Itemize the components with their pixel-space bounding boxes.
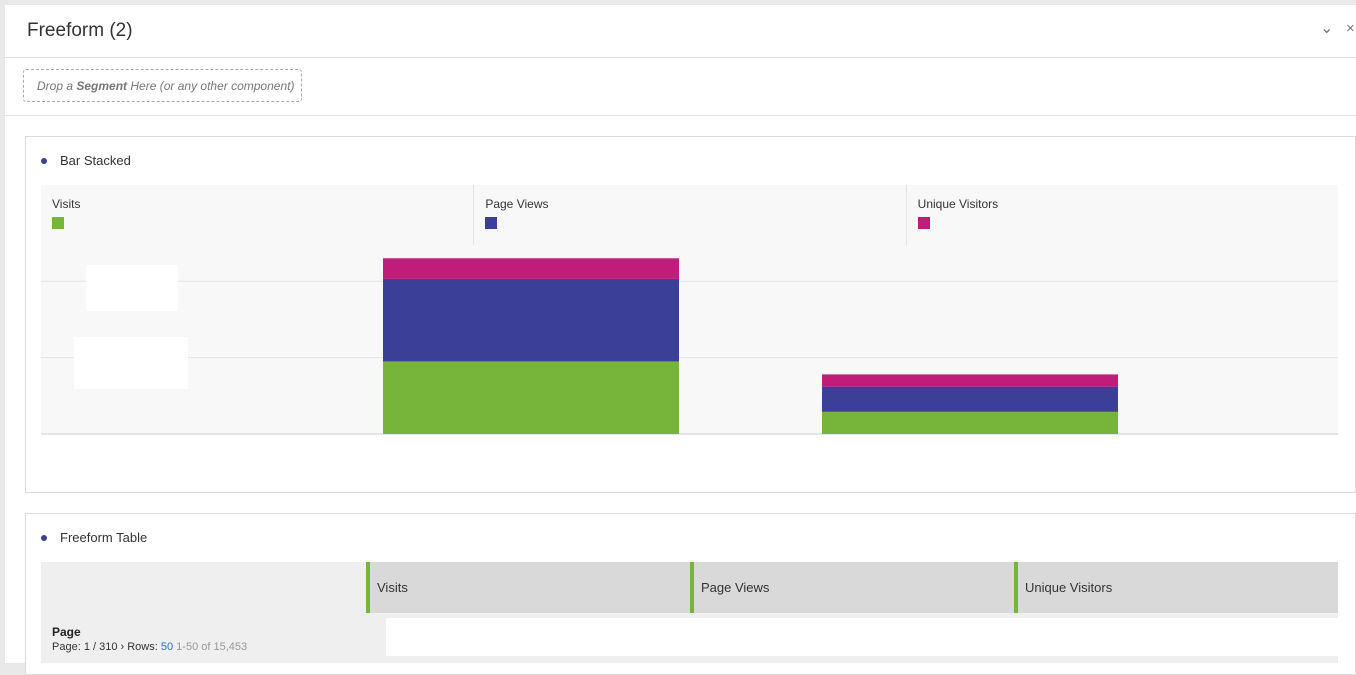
legend-swatch bbox=[917, 217, 930, 229]
divider bbox=[5, 115, 1356, 116]
text: Segment bbox=[76, 79, 128, 93]
plot-area bbox=[41, 185, 1338, 435]
text: Drop a bbox=[37, 79, 77, 93]
bullet bbox=[41, 158, 47, 164]
legend-swatch bbox=[485, 217, 498, 229]
bar-segment bbox=[822, 374, 1118, 387]
pagination: Page: 1 / 310 › Rows: 50 1-50 of 15,453 bbox=[52, 641, 248, 653]
text: 1 / 310 bbox=[83, 641, 118, 653]
bar-segment bbox=[383, 361, 679, 434]
legend-swatch bbox=[52, 217, 64, 229]
text: Page: bbox=[52, 641, 81, 653]
legend: Visits Page Views Unique Visitors bbox=[41, 185, 1338, 245]
collapse-icon[interactable]: ⌄ bbox=[1320, 20, 1334, 37]
legend-item: Unique Visitors bbox=[905, 185, 1338, 245]
chart bbox=[41, 258, 1338, 435]
redaction bbox=[86, 265, 178, 311]
close-icon[interactable]: × bbox=[1346, 20, 1355, 37]
bar-segment bbox=[383, 278, 679, 362]
panel-title: Freeform (2) bbox=[27, 20, 133, 41]
legend-label: Unique Visitors bbox=[917, 197, 999, 211]
chart-title: Bar Stacked bbox=[60, 153, 131, 168]
legend-label: Visits bbox=[52, 197, 81, 211]
divider bbox=[5, 57, 1356, 58]
bar-segment bbox=[383, 258, 679, 279]
redaction bbox=[74, 337, 188, 389]
legend-item: Visits bbox=[41, 185, 473, 245]
column-header[interactable]: Visits bbox=[366, 562, 690, 613]
segment-dropzone[interactable]: Drop a Segment Here (or any other compon… bbox=[23, 69, 302, 102]
legend-item: Page Views bbox=[473, 185, 905, 245]
table-title: Freeform Table bbox=[60, 530, 148, 545]
text: Here (or any other component) bbox=[127, 79, 295, 93]
bar-segment bbox=[822, 411, 1118, 434]
bullet bbox=[41, 535, 47, 541]
text: 1-50 of 15,453 bbox=[176, 641, 248, 653]
text: Rows: bbox=[127, 641, 158, 653]
column-header[interactable]: Unique Visitors bbox=[1014, 562, 1338, 613]
redaction bbox=[386, 618, 1338, 656]
legend-label: Page Views bbox=[485, 197, 549, 211]
column-header[interactable]: Page Views bbox=[690, 562, 1014, 613]
header-corner bbox=[41, 562, 366, 613]
row-header: Page bbox=[52, 625, 81, 639]
rows-select[interactable]: 50 bbox=[160, 641, 174, 653]
bar-segment bbox=[822, 386, 1118, 412]
